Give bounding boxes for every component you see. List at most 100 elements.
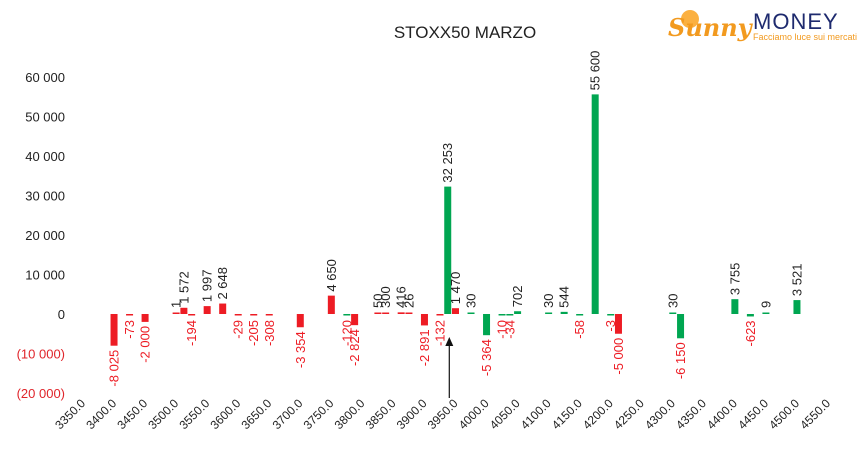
x-axis: 3350.03400.03450.03500.03550.03600.03650… bbox=[52, 396, 833, 432]
x-tick-label: 4150.0 bbox=[549, 396, 585, 432]
y-tick-label: (10 000) bbox=[17, 347, 65, 362]
bar bbox=[669, 312, 677, 314]
x-tick-label: 4300.0 bbox=[642, 396, 678, 432]
x-tick-label: 3950.0 bbox=[425, 396, 461, 432]
data-label: 30 bbox=[665, 294, 680, 308]
logo-tagline: Facciamo luce sui mercati bbox=[753, 32, 857, 42]
bar bbox=[126, 314, 134, 316]
data-label: 26 bbox=[401, 294, 416, 308]
data-label: 1 997 bbox=[200, 270, 215, 303]
bar bbox=[327, 295, 335, 314]
x-tick-label: 3550.0 bbox=[176, 396, 212, 432]
bar bbox=[746, 314, 754, 317]
data-label: -623 bbox=[743, 320, 758, 346]
y-axis: 60 000 50 000 40 000 30 000 20 000 10 000 0 (10… bbox=[17, 70, 65, 401]
bar bbox=[203, 306, 211, 314]
data-label: 544 bbox=[557, 286, 572, 308]
data-label: -6 150 bbox=[673, 342, 688, 379]
bar bbox=[188, 314, 196, 316]
bar bbox=[498, 314, 506, 316]
x-tick-label: 4350.0 bbox=[673, 396, 709, 432]
data-label: -73 bbox=[122, 320, 137, 339]
data-label: -3 354 bbox=[293, 331, 308, 368]
bar bbox=[762, 312, 770, 314]
logo-word-sunny: Sunny bbox=[668, 13, 754, 42]
bar bbox=[405, 312, 413, 314]
bar bbox=[506, 314, 514, 316]
data-label: 1 bbox=[169, 301, 184, 308]
data-label: 416 bbox=[394, 286, 409, 308]
x-tick-label: 4250.0 bbox=[611, 396, 647, 432]
sun-icon bbox=[681, 10, 699, 28]
y-tick-label: 50 000 bbox=[25, 110, 65, 125]
x-tick-label: 3400.0 bbox=[83, 396, 119, 432]
data-label: 4 650 bbox=[324, 259, 339, 292]
y-tick-label: 40 000 bbox=[25, 149, 65, 164]
x-tick-label: 4200.0 bbox=[580, 396, 616, 432]
x-tick-label: 4450.0 bbox=[735, 396, 771, 432]
bar bbox=[576, 314, 584, 316]
x-tick-label: 3850.0 bbox=[363, 396, 399, 432]
x-tick-label: 4500.0 bbox=[766, 396, 802, 432]
data-label: 9 bbox=[758, 301, 773, 308]
x-tick-label: 3650.0 bbox=[239, 396, 275, 432]
bar bbox=[444, 186, 452, 314]
x-tick-label: 4100.0 bbox=[518, 396, 554, 432]
y-tick-label: (20 000) bbox=[17, 386, 65, 401]
x-tick-label: 3700.0 bbox=[270, 396, 306, 432]
x-tick-label: 3500.0 bbox=[145, 396, 181, 432]
bar bbox=[514, 311, 522, 314]
bar bbox=[234, 314, 242, 316]
data-label: -120 bbox=[339, 320, 354, 346]
y-tick-label: 30 000 bbox=[25, 189, 65, 204]
data-label: 50 bbox=[370, 294, 385, 308]
data-label: -5 000 bbox=[611, 338, 626, 375]
bar bbox=[452, 308, 459, 314]
bar bbox=[483, 314, 491, 336]
bar bbox=[607, 314, 615, 316]
bar bbox=[545, 312, 553, 314]
data-label: 702 bbox=[510, 286, 525, 308]
data-label: 300 bbox=[378, 286, 393, 308]
data-label: -2 891 bbox=[417, 329, 432, 366]
x-tick-label: 4550.0 bbox=[797, 396, 833, 432]
bar bbox=[397, 312, 405, 314]
bar bbox=[467, 312, 475, 314]
data-label: -308 bbox=[262, 320, 277, 346]
y-tick-label: 0 bbox=[58, 307, 65, 322]
bar bbox=[560, 311, 568, 314]
data-label: -2 824 bbox=[347, 329, 362, 366]
bar bbox=[351, 314, 359, 326]
y-tick-label: 10 000 bbox=[25, 268, 65, 283]
bar bbox=[614, 314, 622, 334]
data-label: -8 025 bbox=[107, 350, 122, 387]
data-label: 30 bbox=[464, 294, 479, 308]
bar bbox=[793, 300, 801, 314]
bar bbox=[172, 312, 180, 314]
data-label: 1 470 bbox=[448, 272, 463, 305]
data-label: 1 572 bbox=[176, 271, 191, 304]
y-tick-label: 20 000 bbox=[25, 228, 65, 243]
bar bbox=[141, 314, 149, 322]
x-tick-label: 4000.0 bbox=[456, 396, 492, 432]
data-label: 32 253 bbox=[440, 143, 455, 183]
data-label: 2 648 bbox=[215, 267, 230, 300]
bar bbox=[219, 303, 227, 314]
x-tick-label: 3750.0 bbox=[301, 396, 337, 432]
x-tick-label: 4050.0 bbox=[487, 396, 523, 432]
data-label: -3 bbox=[603, 320, 618, 332]
x-tick-label: 3900.0 bbox=[394, 396, 430, 432]
data-label: -5 364 bbox=[479, 339, 494, 376]
data-label: -58 bbox=[572, 320, 587, 339]
data-label: -29 bbox=[231, 320, 246, 339]
bar bbox=[591, 94, 599, 314]
bar bbox=[265, 314, 273, 316]
logo-word-money: MONEY bbox=[753, 9, 839, 34]
bar bbox=[420, 314, 428, 326]
x-tick-label: 4400.0 bbox=[704, 396, 740, 432]
data-label: -34 bbox=[502, 320, 517, 339]
bar bbox=[374, 312, 382, 314]
bar bbox=[110, 314, 118, 346]
